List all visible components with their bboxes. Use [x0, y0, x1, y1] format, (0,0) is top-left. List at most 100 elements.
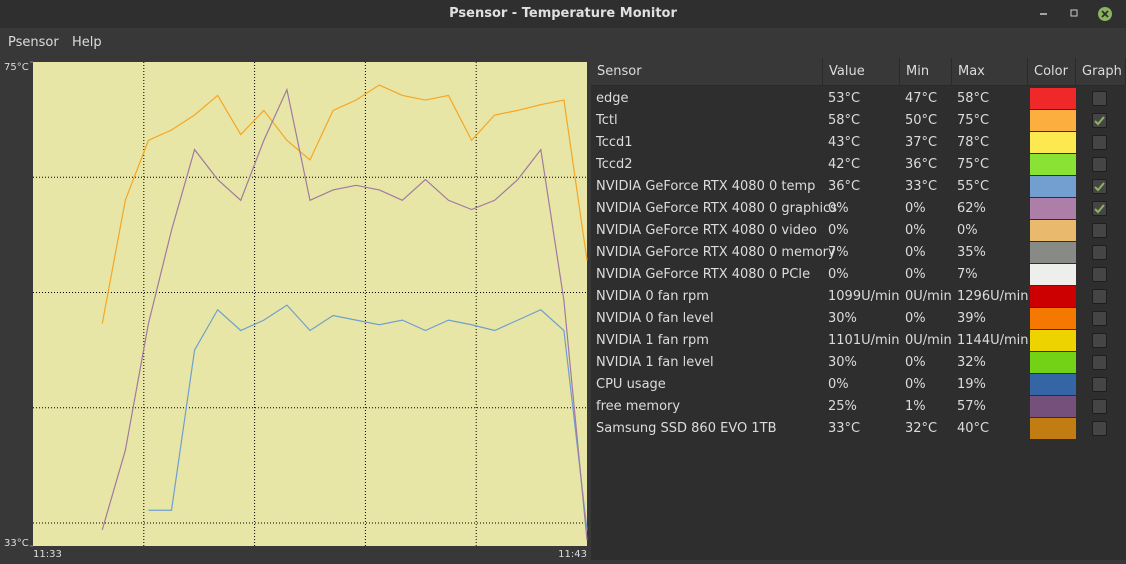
column-header[interactable]: Graph	[1076, 58, 1126, 86]
table-cell: 0U/min	[905, 333, 952, 348]
color-swatch	[1030, 242, 1076, 263]
table-cell: 32°C	[905, 421, 938, 436]
graph-checkbox[interactable]	[1092, 333, 1107, 348]
column-header[interactable]: Max	[952, 58, 1028, 86]
table-cell: 30%	[828, 355, 857, 370]
color-swatch	[1030, 198, 1076, 219]
color-swatch	[1030, 330, 1076, 351]
table-cell: 50°C	[905, 113, 938, 128]
table-cell: 36°C	[905, 157, 938, 172]
table-cell: 33°C	[905, 179, 938, 194]
table-cell: 40°C	[957, 421, 990, 436]
table-cell: 0%	[905, 377, 926, 392]
table-cell: NVIDIA GeForce RTX 4080 0 graphics	[596, 201, 837, 216]
table-cell: CPU usage	[596, 377, 666, 392]
table-cell: 33°C	[828, 421, 861, 436]
column-header[interactable]: Min	[900, 58, 952, 86]
table-cell: 35%	[957, 245, 986, 260]
column-header[interactable]: Value	[823, 58, 900, 86]
table-cell: 47°C	[905, 91, 938, 106]
graph-checkbox[interactable]	[1092, 245, 1107, 260]
table-cell: 0%	[905, 355, 926, 370]
table-cell: 58°C	[828, 113, 861, 128]
graph-checkbox[interactable]	[1092, 223, 1107, 238]
maximize-button[interactable]	[1070, 9, 1078, 17]
menu-item[interactable]: Psensor	[8, 35, 59, 50]
table-cell: 55°C	[957, 179, 990, 194]
series-line	[101, 87, 588, 541]
table-cell: 58°C	[957, 91, 990, 106]
table-cell: 0%	[957, 223, 978, 238]
sensor-graph: 75°C 33°C 11:33 11:43	[4, 61, 588, 560]
y-tick-label: 33°C	[4, 538, 29, 549]
table-cell: 0%	[905, 223, 926, 238]
table-cell: Tccd1	[596, 135, 633, 150]
table-cell: 42°C	[828, 157, 861, 172]
check-mark	[1094, 182, 1105, 192]
column-header[interactable]: Sensor	[591, 58, 823, 86]
graph-checkbox[interactable]	[1092, 135, 1107, 150]
sensor-table: Sensor Value Min Max Color Graph edge 53°C 47°C 5…	[591, 58, 1126, 560]
color-swatch	[1030, 308, 1076, 329]
menu-bar: Psensor Help	[0, 28, 1126, 56]
table-cell: NVIDIA GeForce RTX 4080 0 PCIe	[596, 267, 811, 282]
series-line	[101, 84, 588, 324]
table-cell: 0%	[905, 311, 926, 326]
table-cell: NVIDIA GeForce RTX 4080 0 temp	[596, 179, 816, 194]
table-cell: 1%	[905, 399, 926, 414]
check-mark	[1094, 116, 1105, 126]
table-cell: 0%	[905, 201, 926, 216]
color-swatch	[1030, 264, 1076, 285]
color-swatch	[1030, 88, 1076, 109]
menu-item[interactable]: Help	[72, 35, 102, 50]
table-cell: 62%	[957, 201, 986, 216]
table-cell: Tctl	[596, 113, 618, 128]
table-cell: 0%	[828, 267, 849, 282]
window-title: Psensor - Temperature Monitor	[449, 6, 677, 21]
graph-checkbox[interactable]	[1092, 311, 1107, 326]
table-cell: NVIDIA 0 fan rpm	[596, 289, 709, 304]
table-cell: 25%	[828, 399, 857, 414]
graph-checkbox[interactable]	[1092, 289, 1107, 304]
graph-checkbox[interactable]	[1092, 399, 1107, 414]
graph-checkbox[interactable]	[1092, 113, 1107, 128]
table-cell: 75°C	[957, 157, 990, 172]
table-cell: 30%	[828, 311, 857, 326]
graph-checkbox[interactable]	[1092, 157, 1107, 172]
column-header[interactable]: Color	[1028, 58, 1076, 86]
window-controls	[1040, 7, 1112, 21]
table-cell: 0U/min	[905, 289, 952, 304]
table-cell: 39%	[957, 311, 986, 326]
graph-checkbox[interactable]	[1092, 267, 1107, 282]
close-icon	[1101, 10, 1109, 18]
color-swatch	[1030, 396, 1076, 417]
table-cell: 53°C	[828, 91, 861, 106]
table-cell: 0%	[828, 223, 849, 238]
graph-checkbox[interactable]	[1092, 421, 1107, 436]
color-swatch	[1030, 374, 1076, 395]
table-cell: Tccd2	[596, 157, 633, 172]
table-cell: NVIDIA 1 fan level	[596, 355, 714, 370]
graph-checkbox[interactable]	[1092, 201, 1107, 216]
x-tick-label: 11:43	[558, 549, 587, 560]
table-cell: 7%	[828, 245, 849, 260]
color-swatch	[1030, 110, 1076, 131]
title-bar: Psensor - Temperature Monitor	[0, 0, 1126, 28]
table-cell: 1296U/min	[957, 289, 1029, 304]
color-swatch	[1030, 220, 1076, 241]
y-tick-label: 75°C	[4, 62, 29, 73]
table-cell: NVIDIA GeForce RTX 4080 0 video	[596, 223, 817, 238]
table-cell: 78°C	[957, 135, 990, 150]
table-cell: NVIDIA 1 fan rpm	[596, 333, 709, 348]
graph-checkbox[interactable]	[1092, 91, 1107, 106]
table-cell: 32%	[957, 355, 986, 370]
table-cell: 37°C	[905, 135, 938, 150]
table-cell: NVIDIA 0 fan level	[596, 311, 714, 326]
graph-checkbox[interactable]	[1092, 377, 1107, 392]
table-cell: 57%	[957, 399, 986, 414]
graph-checkbox[interactable]	[1092, 355, 1107, 370]
table-cell: 0%	[828, 201, 849, 216]
graph-checkbox[interactable]	[1092, 179, 1107, 194]
table-cell: edge	[596, 91, 629, 106]
